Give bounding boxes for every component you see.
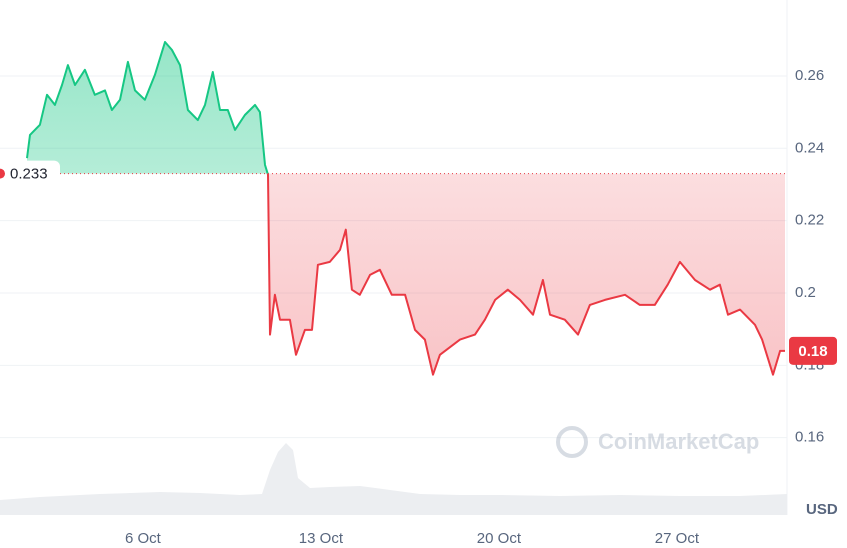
- baseline-icon: [0, 168, 5, 179]
- y-tick-label: 0.26: [795, 67, 824, 84]
- watermark: CoinMarketCap: [556, 426, 759, 458]
- currency-label: USD: [806, 501, 838, 518]
- x-tick-label: 20 Oct: [477, 530, 522, 547]
- y-tick-label: 0.22: [795, 212, 824, 229]
- current-price-pill: [789, 336, 837, 365]
- baseline-pill: [0, 160, 60, 187]
- y-tick-label: 0.16: [795, 429, 824, 446]
- watermark-text: CoinMarketCap: [598, 429, 759, 454]
- area-above: [27, 42, 785, 174]
- volume-area: [0, 443, 787, 515]
- baseline-label: 0.233: [10, 166, 48, 183]
- plot: [26, 41, 785, 376]
- x-tick-label: 13 Oct: [299, 530, 344, 547]
- y-tick-label: 0.24: [795, 139, 824, 156]
- watermark-logo: [556, 426, 588, 458]
- current-price-label: 0.18: [798, 343, 827, 360]
- y-tick-label: 0.2: [795, 284, 816, 301]
- x-tick-label: 6 Oct: [125, 530, 162, 547]
- line-above: [26, 41, 269, 174]
- area-below: [267, 173, 785, 375]
- line-below: [266, 173, 785, 376]
- x-tick-label: 27 Oct: [655, 530, 700, 547]
